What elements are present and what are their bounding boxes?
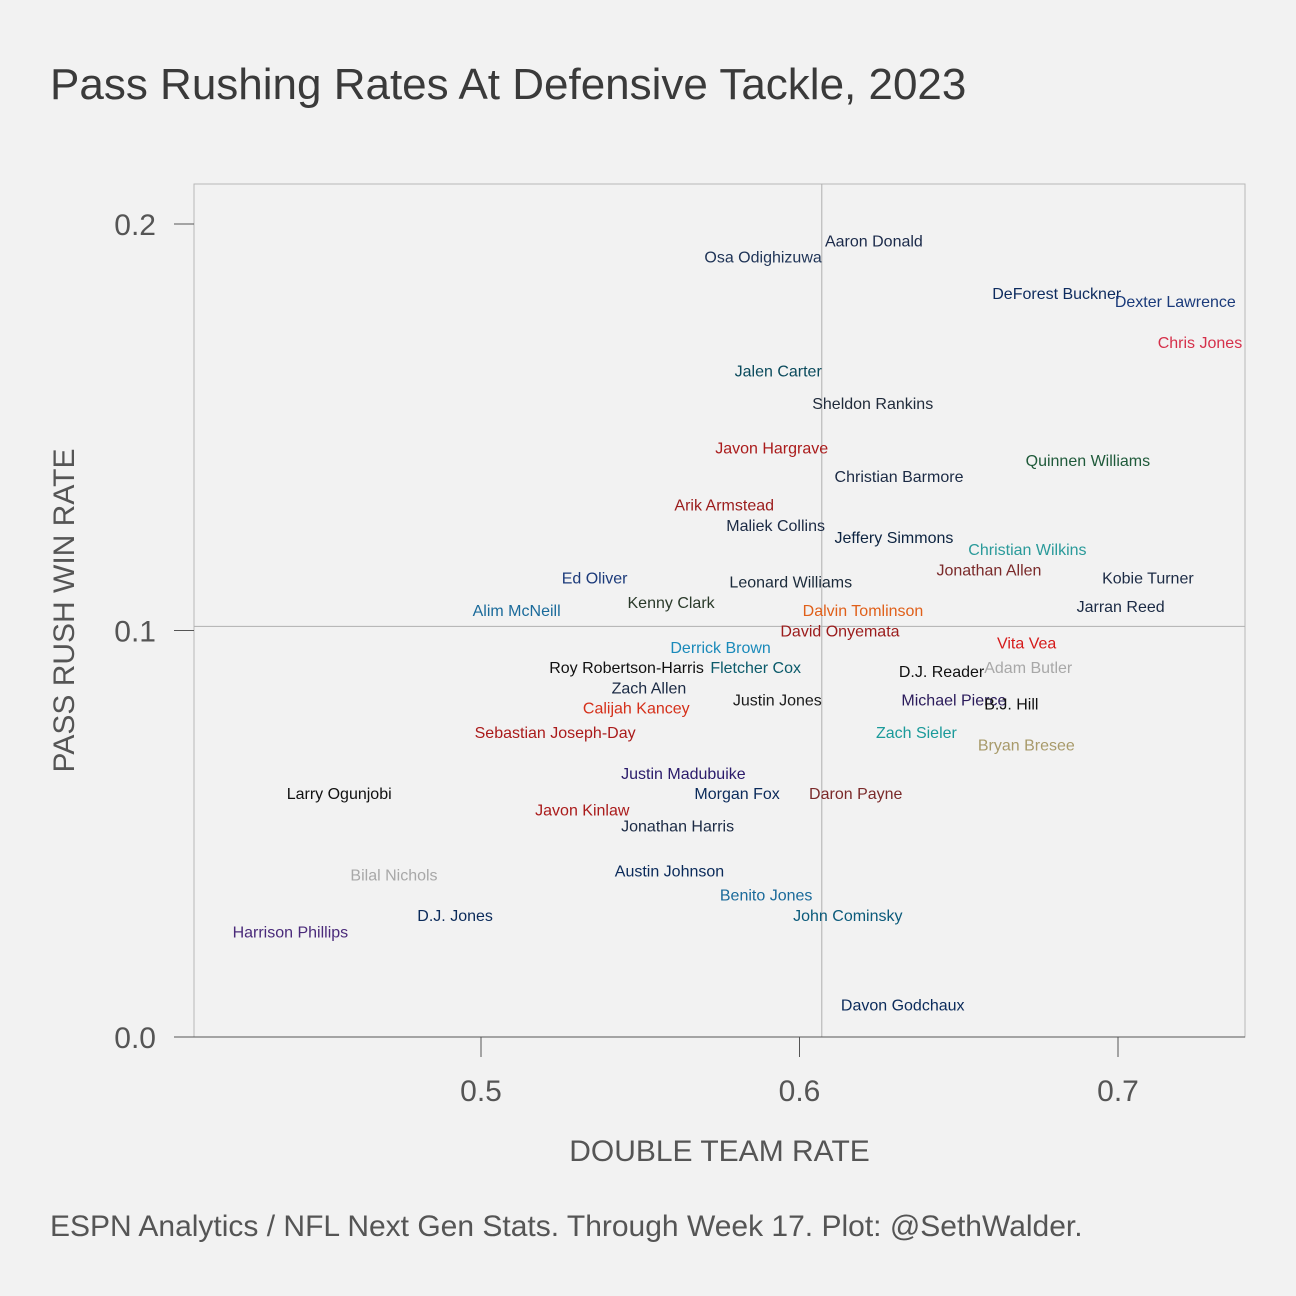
player-label: Michael Pierce <box>901 693 1006 710</box>
x-tick-label: 0.6 <box>779 1075 821 1108</box>
y-tick-label: 0.2 <box>114 209 156 242</box>
player-label: Calijah Kancey <box>583 701 690 718</box>
player-label: Derrick Brown <box>670 640 770 657</box>
player-label: Daron Payne <box>809 786 902 803</box>
player-label: Larry Ogunjobi <box>287 786 392 803</box>
player-label: Justin Madubuike <box>621 766 746 783</box>
caption: ESPN Analytics / NFL Next Gen Stats. Thr… <box>50 1210 1083 1243</box>
player-label: Sheldon Rankins <box>812 396 933 413</box>
player-label: Bilal Nichols <box>350 867 437 884</box>
x-tick-label: 0.7 <box>1097 1075 1139 1108</box>
player-label: Quinnen Williams <box>1026 453 1150 470</box>
player-label: DeForest Buckner <box>992 286 1122 303</box>
player-label: Vita Vea <box>997 636 1056 653</box>
player-label: Dalvin Tomlinson <box>803 603 924 620</box>
player-label: Adam Butler <box>984 660 1073 677</box>
player-label: Zach Allen <box>612 680 687 697</box>
player-label: Kobie Turner <box>1102 571 1194 588</box>
player-label: Ed Oliver <box>562 571 628 588</box>
x-tick-label: 0.5 <box>460 1075 502 1108</box>
player-label: Chris Jones <box>1158 335 1242 352</box>
player-label: D.J. Reader <box>899 664 985 681</box>
player-label: Roy Robertson-Harris <box>549 660 704 677</box>
player-label: Aaron Donald <box>825 233 923 250</box>
reference-lines <box>194 184 1245 1037</box>
y-tick-label: 0.0 <box>114 1022 156 1055</box>
player-label: Bryan Bresee <box>978 737 1075 754</box>
player-label: Christian Wilkins <box>968 542 1086 559</box>
player-label: John Cominsky <box>793 908 902 925</box>
player-label: Maliek Collins <box>726 518 825 535</box>
player-label: Jarran Reed <box>1077 599 1165 616</box>
player-label: Osa Odighizuwa <box>704 250 821 267</box>
player-label: Morgan Fox <box>694 786 779 803</box>
player-label: Davon Godchaux <box>841 997 965 1014</box>
player-label: Arik Armstead <box>674 497 774 514</box>
player-label: Austin Johnson <box>615 863 724 880</box>
player-label: Zach Sieler <box>876 725 958 742</box>
player-label: Fletcher Cox <box>710 660 801 677</box>
x-axis-label: DOUBLE TEAM RATE <box>569 1135 870 1168</box>
player-label: Leonard Williams <box>729 575 852 592</box>
player-label: Javon Hargrave <box>715 441 828 458</box>
player-label: David Onyemata <box>780 624 899 641</box>
player-label: Jeffery Simmons <box>835 530 954 547</box>
player-label: Justin Jones <box>733 693 822 710</box>
y-tick-label: 0.1 <box>114 616 156 649</box>
player-label: Jonathan Harris <box>621 819 734 836</box>
player-label: Dexter Lawrence <box>1115 294 1236 311</box>
player-label: Alim McNeill <box>473 603 561 620</box>
player-label: D.J. Jones <box>417 908 493 925</box>
player-label: Kenny Clark <box>628 595 716 612</box>
player-label: Sebastian Joseph-Day <box>475 725 636 742</box>
player-label: Christian Barmore <box>835 469 964 486</box>
player-label: Jalen Carter <box>735 363 823 380</box>
player-label: Jonathan Allen <box>936 563 1041 580</box>
axes: 0.5 0.6 0.7 0.0 0.1 0.2 DOUBLE TEAM RATE PASS R… <box>48 209 1245 1168</box>
player-label: B.J. Hill <box>984 697 1038 714</box>
player-label: Harrison Phillips <box>233 924 349 941</box>
player-label: Benito Jones <box>720 888 813 905</box>
chart-title: Pass Rushing Rates At Defensive Tackle, … <box>50 60 967 109</box>
y-axis-label: PASS RUSH WIN RATE <box>48 449 81 773</box>
player-label: Javon Kinlaw <box>535 802 630 819</box>
